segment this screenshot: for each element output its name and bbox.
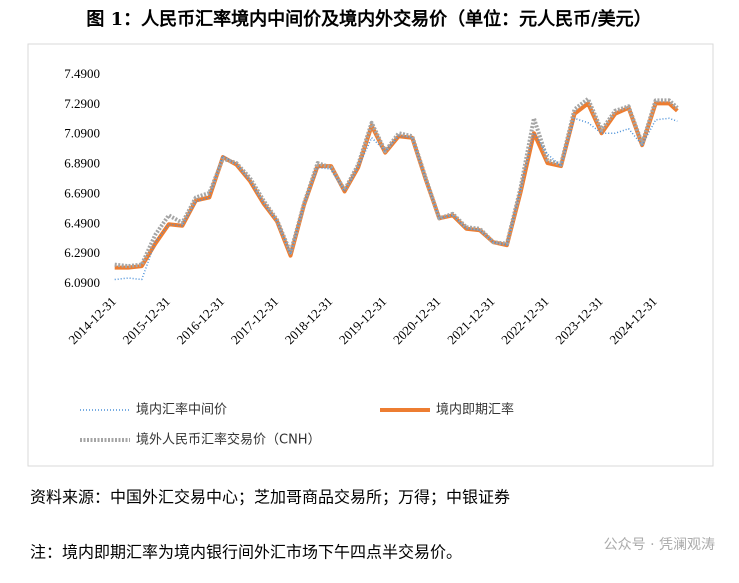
x-tick-label: 2024-12-31 [606, 294, 660, 348]
x-tick-label: 2021-12-31 [444, 294, 498, 348]
x-tick-label: 2022-12-31 [498, 294, 552, 348]
chart-title: 图 1：人民币汇率境内中间价及境内外交易价（单位：元人民币/美元） [86, 8, 651, 30]
y-tick-label: 7.0900 [64, 126, 100, 141]
y-tick-label: 6.4900 [64, 215, 100, 230]
x-tick-label: 2023-12-31 [552, 294, 606, 348]
series-line [114, 96, 679, 269]
x-tick-label: 2018-12-31 [282, 294, 336, 348]
y-tick-label: 6.2900 [64, 245, 100, 260]
y-tick-label: 6.6900 [64, 185, 100, 200]
legend-label: 境内汇率中间价 [136, 402, 227, 418]
legend-label: 境内即期汇率 [436, 402, 514, 418]
y-tick-label: 7.2900 [64, 96, 100, 111]
series-line [114, 101, 679, 270]
x-tick-label: 2014-12-31 [65, 294, 119, 348]
y-tick-label: 7.4900 [64, 66, 100, 81]
x-tick-label: 2020-12-31 [390, 294, 444, 348]
y-tick-label: 6.0900 [64, 275, 100, 290]
x-tick-label: 2019-12-31 [336, 294, 390, 348]
watermark: 公众号 · 凭澜观涛 [604, 537, 715, 553]
series-line [114, 117, 678, 281]
x-tick-label: 2016-12-31 [174, 294, 228, 348]
legend-label: 境外人民币汇率交易价（CNH） [136, 432, 321, 448]
x-tick-label: 2017-12-31 [228, 294, 282, 348]
y-tick-label: 6.8900 [64, 156, 100, 171]
chart-frame [27, 43, 714, 467]
note: 注：境内即期汇率为境内银行间外汇市场下午四点半交易价。 [30, 543, 462, 562]
source: 资料来源：中国外汇交易中心；芝加哥商品交易所；万得；中银证券 [30, 488, 510, 507]
x-tick-label: 2015-12-31 [120, 294, 174, 348]
